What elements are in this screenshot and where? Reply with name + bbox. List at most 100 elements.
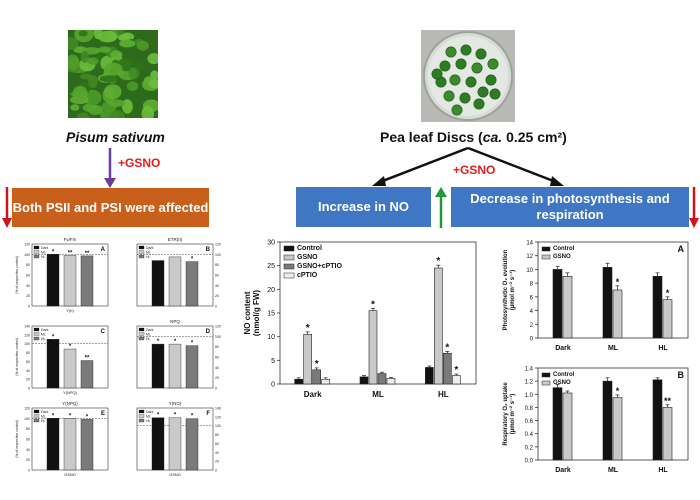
panel-legend-swatch (33, 254, 40, 259)
bar (562, 275, 573, 339)
bar (652, 275, 663, 339)
panel-footer: Y(II) (66, 308, 74, 313)
panel-y-tick-label: 20 (26, 458, 30, 462)
increase-no-box: Increase in NO (296, 187, 431, 227)
leaf-disc (451, 104, 463, 116)
panel-y-tick-label: 40 (215, 366, 219, 370)
bar (303, 334, 312, 385)
y-tick-label: 5 (271, 358, 275, 365)
leaf-shape (70, 104, 80, 111)
panel-label: C (101, 329, 106, 335)
category-label: ML (608, 345, 619, 352)
caption-post: 0.25 cm²) (502, 129, 567, 145)
pea-plants-image (68, 30, 158, 118)
leaf-shape (135, 62, 145, 71)
significance-mark: * (454, 365, 458, 376)
panel-significance: * (157, 339, 160, 345)
panel-legend-label: HL (146, 419, 151, 423)
category-label: ML (372, 390, 384, 399)
panel-y-label: (% of respective control) (15, 256, 19, 294)
leaf-disc (485, 74, 497, 86)
panel-legend-swatch (138, 418, 145, 423)
leaf-shape (68, 37, 79, 51)
legend-swatch (541, 372, 551, 378)
y-tick-label: 0.6 (525, 419, 534, 425)
y-axis-label-line1: NO content (243, 291, 252, 334)
panel-legend-swatch (138, 336, 145, 341)
panel-significance: ** (85, 356, 90, 362)
panel-header: NPQ (170, 319, 180, 324)
panel-bar (168, 256, 182, 307)
panel-y-tick-label: 100 (215, 335, 221, 339)
legend-swatch (283, 245, 295, 252)
y-tick-label: 30 (267, 240, 275, 247)
legend-label: cPTIO (297, 272, 318, 279)
leaf-shape (76, 112, 90, 118)
category-label: Dark (304, 390, 322, 399)
panel-significance: * (174, 339, 177, 345)
bar (612, 397, 623, 461)
panel-bar (46, 418, 60, 471)
leaf-disc (471, 62, 483, 74)
legend-swatch (283, 263, 295, 270)
panel-y-tick-label: 100 (24, 417, 30, 421)
bar (662, 407, 673, 461)
y-tick-label: 8 (530, 282, 534, 288)
legend-label: GSNO (553, 254, 571, 260)
panel-y-tick-label: 120 (215, 415, 221, 419)
y-tick-label: 1.0 (525, 393, 534, 399)
panel-bar (80, 360, 94, 389)
panel-significance: ** (85, 251, 90, 257)
panel-legend-label: ML (146, 333, 151, 337)
panel-legend-swatch (33, 409, 40, 414)
panel-legend-label: HL (41, 419, 46, 423)
panel-legend-swatch (138, 245, 145, 250)
panel-y-tick-label: 100 (24, 253, 30, 257)
panel-bar (168, 417, 182, 471)
y-axis-label-line2: (µmol m⁻² s⁻¹) (509, 394, 516, 434)
panel-legend-swatch (33, 418, 40, 423)
leaf-shape (88, 75, 98, 88)
caption-ca: ca. (482, 129, 503, 145)
green-up-arrow (435, 187, 447, 228)
leaf-disc (431, 68, 443, 80)
legend-label: Control (297, 245, 322, 252)
significance-mark: * (616, 277, 620, 287)
legend-label: GSNO (553, 380, 571, 386)
panel-y-tick-label: 80 (26, 351, 30, 355)
y-tick-label: 12 (526, 254, 533, 260)
panel-y-tick-label: 40 (26, 284, 30, 288)
panel-y-tick-label: 60 (215, 356, 219, 360)
panel-y-tick-label: 120 (24, 333, 30, 337)
panel-legend-swatch (33, 336, 40, 341)
panel-y-tick-label: 20 (26, 294, 30, 298)
bar (312, 369, 321, 385)
panel-significance: * (191, 341, 194, 347)
panel-y-tick-label: 100 (215, 424, 221, 428)
leaf-shape (72, 85, 88, 102)
panel-bar (80, 419, 94, 471)
panel-significance: * (191, 414, 194, 420)
significance-mark: * (315, 359, 319, 370)
y-tick-label: 1.2 (525, 380, 534, 386)
y-tick-label: 4 (530, 309, 534, 315)
panel-header: Y(NPQ) (62, 401, 78, 406)
panel-y-label: (% of respective control) (15, 338, 19, 376)
panel-legend-label: HL (146, 255, 151, 259)
panel-y-tick-label: 60 (215, 274, 219, 278)
y-tick-label: 0.8 (525, 406, 534, 412)
panel-significance: * (52, 249, 55, 255)
panel-y-tick-label: 40 (215, 451, 219, 455)
leaf-shape (98, 46, 111, 53)
leaf-disc (445, 46, 457, 58)
panel-label: D (206, 329, 211, 335)
panel-legend-swatch (33, 245, 40, 250)
panel-y-tick-label: 80 (26, 427, 30, 431)
panel-significance: * (191, 257, 194, 263)
panel-y-tick-label: 20 (215, 294, 219, 298)
panel-bar (63, 418, 77, 471)
panel-y-label: (% of respective control) (15, 420, 19, 458)
y-axis-label-line1: Photosynthetic O₂ evolution (503, 249, 509, 330)
panel-y-tick-label: 80 (215, 263, 219, 267)
y-axis-label-line2: (nmol/g FW) (252, 290, 261, 337)
